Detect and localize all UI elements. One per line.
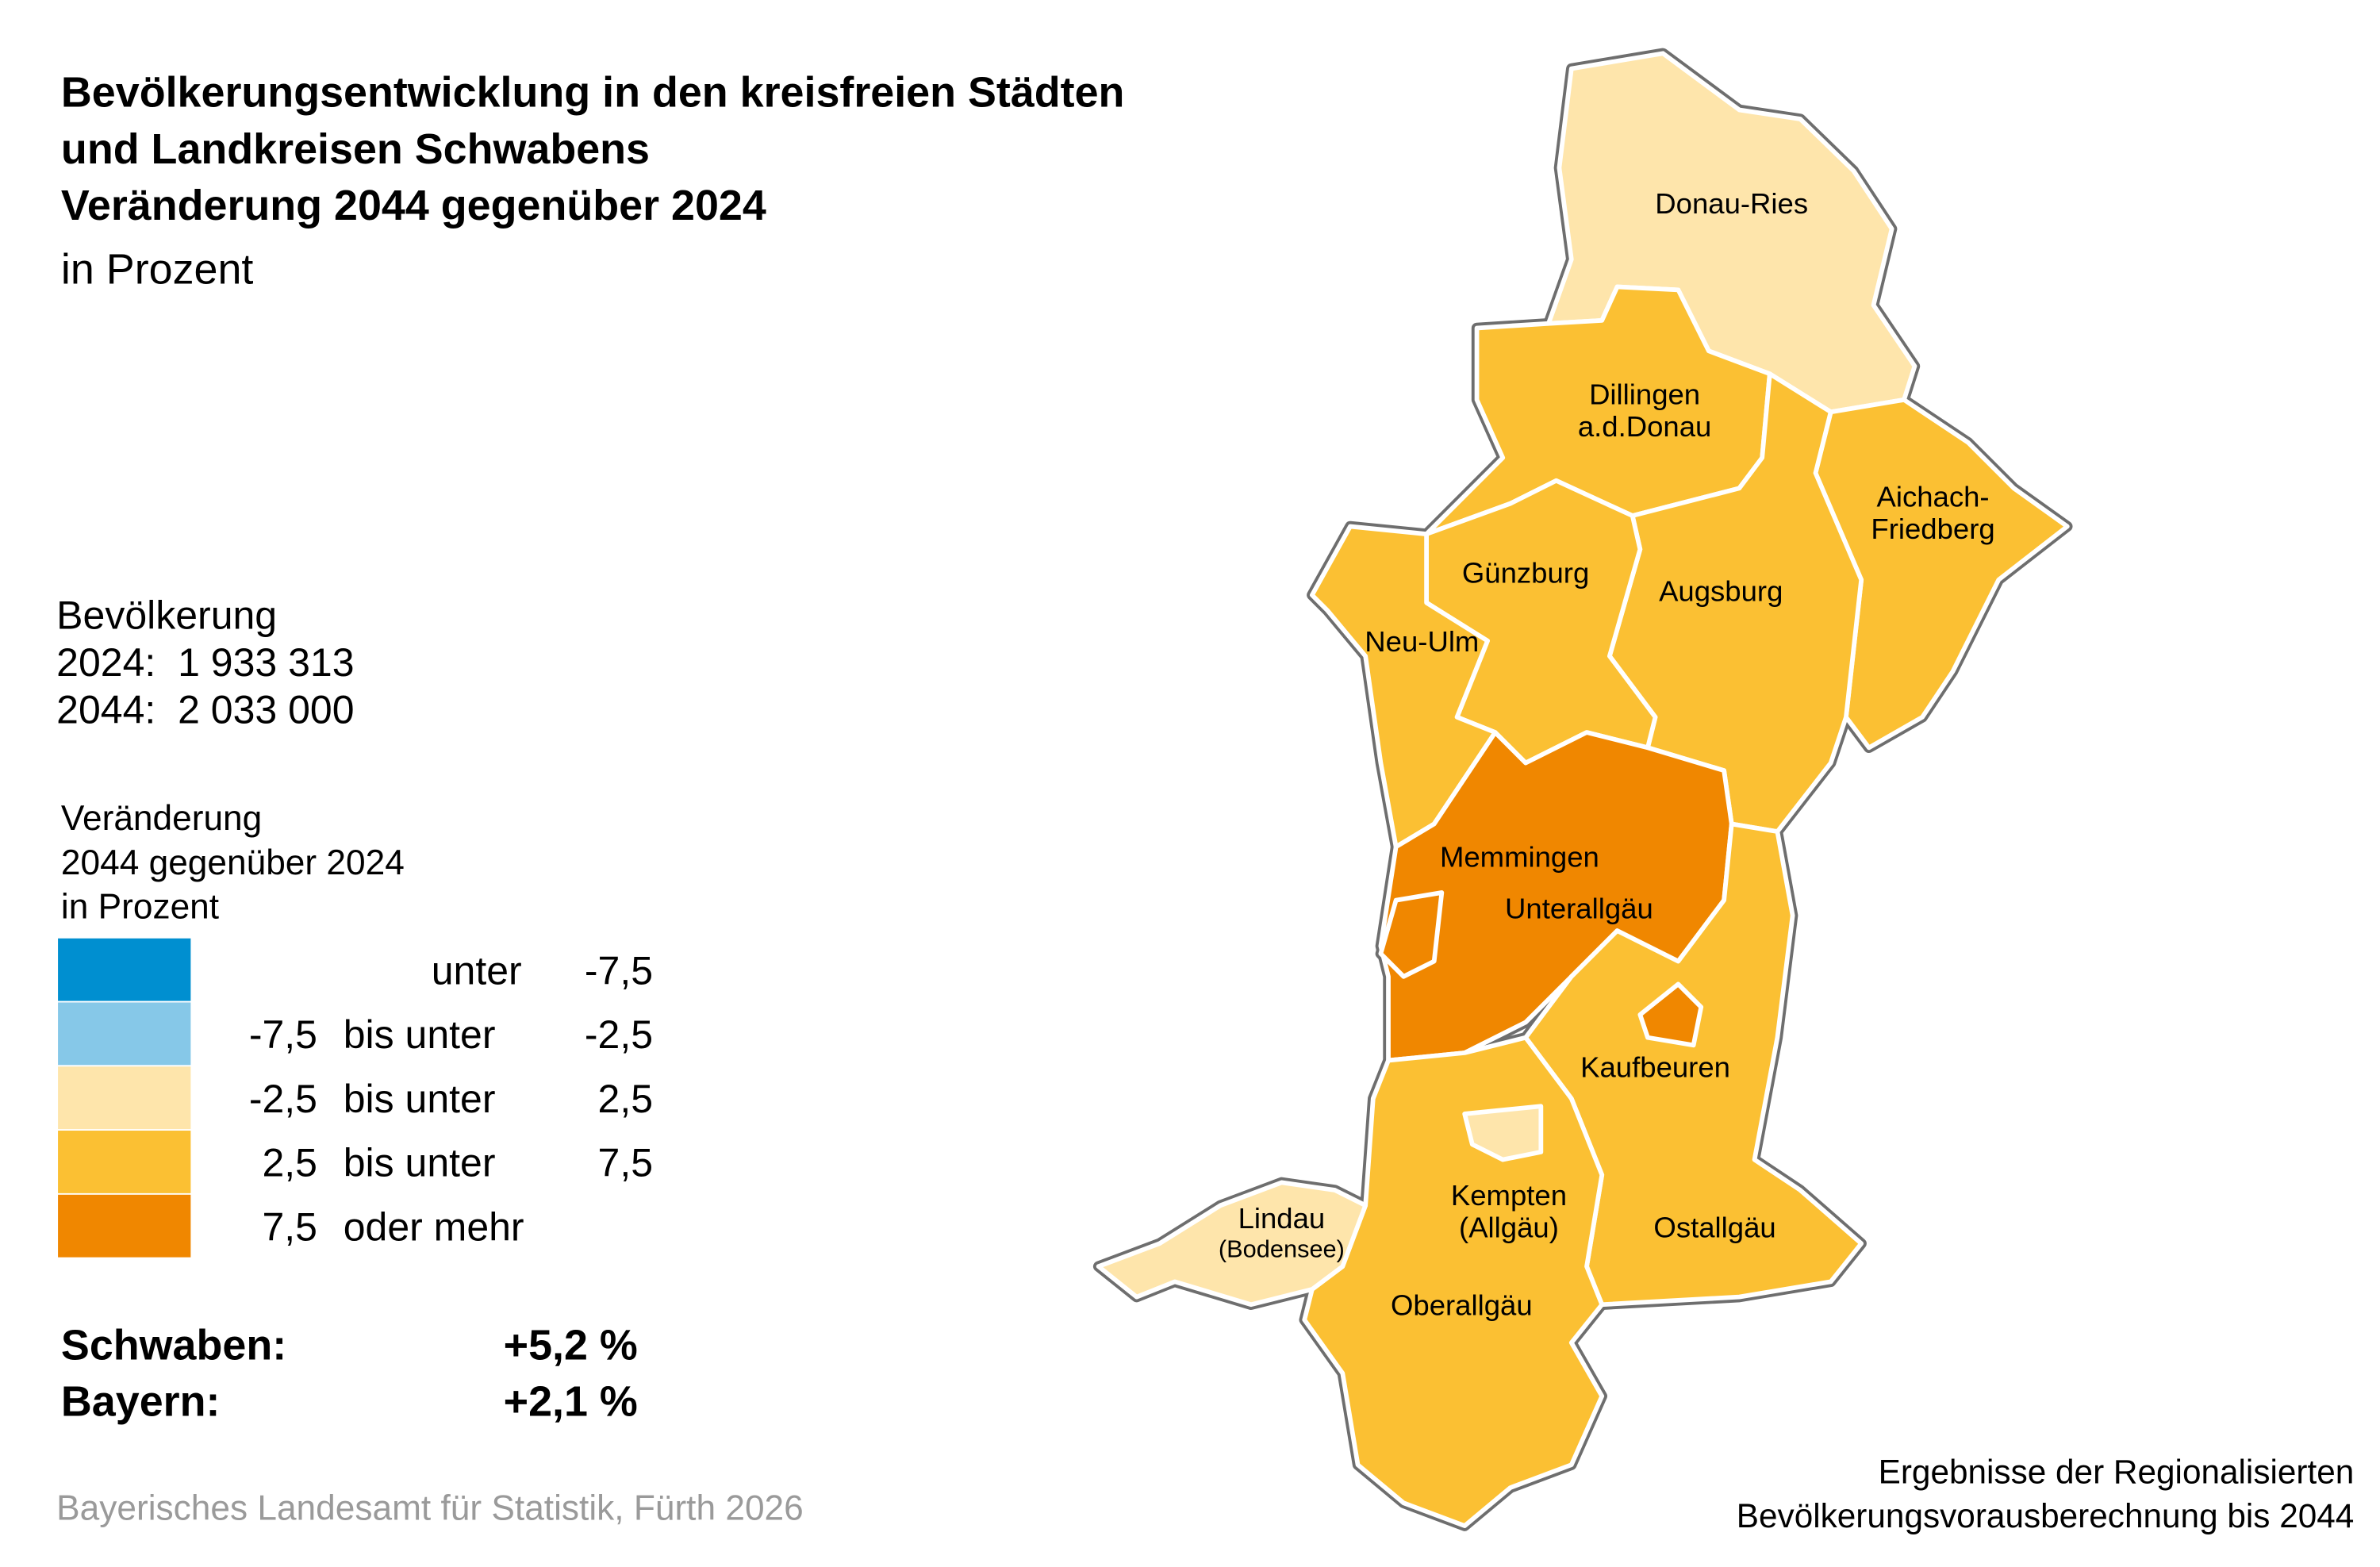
total-value-schwaben: +5,2 % <box>503 1321 638 1369</box>
legend-mid: unter <box>431 947 522 993</box>
region-label-line: (Bodensee) <box>1219 1235 1345 1263</box>
legend-swatch <box>58 938 191 1001</box>
region-label-line: Friedberg <box>1871 513 1994 545</box>
region-label-augsburg: Augsburg <box>1659 575 1783 608</box>
legend-mid: bis unter <box>343 1012 496 1058</box>
region-label-line: Aichach- <box>1877 480 1990 513</box>
region-kaufbeuren[interactable] <box>1637 981 1704 1048</box>
legend-swatch <box>58 1002 191 1066</box>
region-label-kempten-allgäu: Kempten (Allgäu) <box>1451 1179 1567 1243</box>
title-unit: in Prozent <box>60 245 254 294</box>
legend-from: -7,5 <box>248 1012 318 1058</box>
region-oberallgäu[interactable] <box>1302 1035 1605 1528</box>
population-value: 1 933 313 <box>178 639 355 686</box>
legend-row: -7,5 bis unter -2,5 <box>198 1002 656 1065</box>
footnote-line: Bevölkerungsvorausberechnung bis 2044 <box>1736 1496 2355 1535</box>
legend-mid: oder mehr <box>343 1204 524 1250</box>
region-memmingen[interactable] <box>1378 890 1445 979</box>
population-year: 2024: <box>56 639 156 686</box>
legend-from: 2,5 <box>262 1139 318 1186</box>
legend-to: -7,5 <box>584 947 654 993</box>
region-label-line: Dillingen <box>1589 378 1700 411</box>
legend-from: -2,5 <box>248 1075 318 1122</box>
legend-from: 7,5 <box>262 1204 318 1250</box>
population-row-2024: 2024: 1 933 313 <box>56 639 354 687</box>
total-label-schwaben: Schwaben: <box>60 1321 287 1369</box>
total-label-bayern: Bayern: <box>60 1377 221 1426</box>
region-lindau-bodensee[interactable] <box>1096 1180 1368 1308</box>
region-label-günzburg: Günzburg <box>1462 557 1589 590</box>
footnote: Ergebnisse der Regionalisierten Bevölker… <box>1737 1450 2355 1538</box>
legend-to: 2,5 <box>597 1075 654 1122</box>
region-label-line: (Allgäu) <box>1459 1212 1559 1244</box>
region-label-aichach-friedberg: Aichach-Friedberg <box>1871 480 1994 544</box>
legend-swatch <box>58 1194 191 1258</box>
region-kempten-allgäu[interactable] <box>1462 1104 1544 1162</box>
population-row-2044: 2044: 2 033 000 <box>56 686 354 734</box>
legend-mid: bis unter <box>343 1139 496 1186</box>
map-title: Bevölkerungsentwicklung in den kreisfrei… <box>61 64 1125 233</box>
legend-mid: bis unter <box>343 1075 496 1122</box>
title-line-3: Veränderung 2044 gegenüber 2024 <box>60 181 766 229</box>
region-label-kaufbeuren: Kaufbeuren <box>1580 1051 1730 1084</box>
region-ostallgäu[interactable] <box>1523 821 1864 1308</box>
title-line-2: und Landkreisen Schwabens <box>60 125 651 173</box>
legend-title-line: in Prozent <box>60 886 220 927</box>
legend-title-line: Veränderung <box>60 797 263 838</box>
legend-to: -2,5 <box>584 1012 654 1058</box>
population-value: 2 033 000 <box>178 686 355 733</box>
region-label-oberallgäu: Oberallgäu <box>1391 1289 1533 1322</box>
legend-row: -2,5 bis unter 2,5 <box>198 1066 656 1129</box>
population-label: Bevölkerung <box>56 592 278 638</box>
region-label-unterallgäu: Unterallgäu <box>1505 893 1653 925</box>
population-year: 2044: <box>56 686 156 733</box>
legend-title: Veränderung 2044 gegenüber 2024 in Proze… <box>61 797 405 929</box>
source-credit: Bayerisches Landesamt für Statistik, Für… <box>56 1488 804 1528</box>
title-line-1: Bevölkerungsentwicklung in den kreisfrei… <box>60 68 1125 117</box>
region-label-line: Lindau <box>1238 1202 1326 1235</box>
population-block: Bevölkerung 2024: 1 933 313 2044: 2 033 … <box>56 592 354 734</box>
region-label-line: a.d.Donau <box>1578 410 1712 443</box>
legend-row: unter -7,5 <box>198 939 656 1001</box>
region-label-donau-ries: Donau-Ries <box>1655 187 1808 220</box>
region-label-dillingen-a-d-donau: Dillingen a.d.Donau <box>1578 378 1712 443</box>
legend-row: 2,5 bis unter 7,5 <box>198 1131 656 1193</box>
region-label-ostallgäu: Ostallgäu <box>1653 1212 1775 1244</box>
region-label-neu-ulm: Neu-Ulm <box>1365 625 1479 658</box>
footnote-line: Ergebnisse der Regionalisierten <box>1878 1452 2355 1491</box>
legend-swatch <box>58 1131 191 1193</box>
legend-to: 7,5 <box>597 1139 654 1186</box>
legend-row: 7,5 oder mehr <box>198 1195 656 1258</box>
region-label-lindau-bodensee: Lindau (Bodensee) <box>1219 1202 1345 1263</box>
legend-title-line: 2044 gegenüber 2024 <box>60 842 405 882</box>
region-label-line: Kempten <box>1451 1179 1567 1212</box>
legend-swatch <box>58 1066 191 1130</box>
total-value-bayern: +2,1 % <box>503 1377 638 1426</box>
region-label-memmingen: Memmingen <box>1440 840 1599 873</box>
